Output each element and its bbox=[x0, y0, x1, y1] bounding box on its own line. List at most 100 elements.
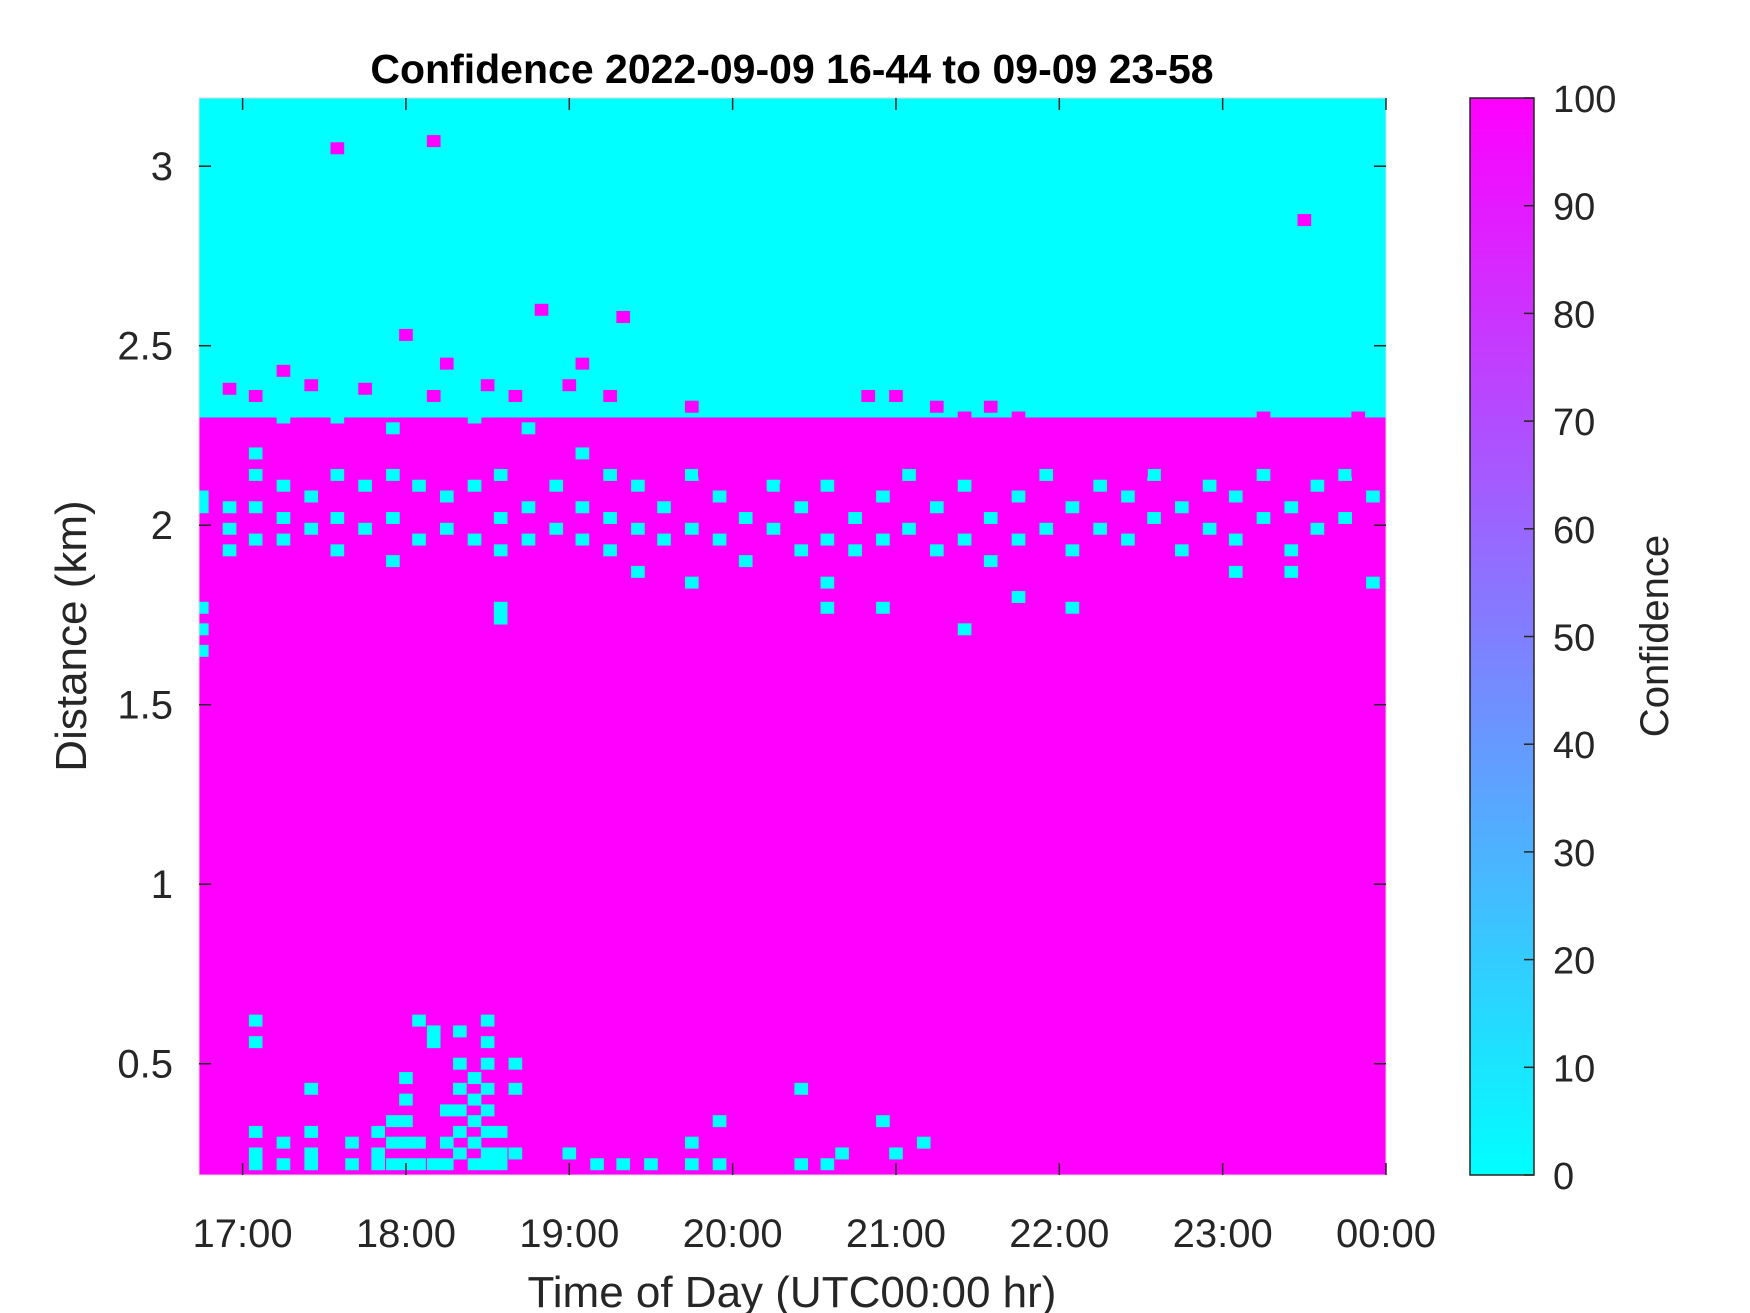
cell-low-confidence bbox=[480, 1158, 495, 1171]
x-tick-label: 17:00 bbox=[193, 1212, 293, 1256]
cell-low-confidence bbox=[304, 490, 319, 503]
cell-low-confidence bbox=[1366, 490, 1380, 503]
cell-low-confidence bbox=[835, 1147, 849, 1160]
cell-low-confidence bbox=[439, 1136, 454, 1149]
cell-low-confidence bbox=[1011, 591, 1026, 603]
cell-low-confidence bbox=[412, 379, 426, 392]
y-tick-label: 1 bbox=[151, 863, 173, 907]
cell-high-confidence bbox=[861, 389, 876, 402]
cell-low-confidence bbox=[386, 555, 400, 568]
cell-low-confidence bbox=[521, 533, 536, 546]
cell-high-confidence bbox=[304, 379, 319, 392]
cell-low-confidence bbox=[684, 1136, 699, 1149]
x-tick-label: 19:00 bbox=[519, 1212, 619, 1256]
cell-high-confidence bbox=[698, 465, 712, 478]
x-axis-label: Time of Day (UTC00:00 hr) bbox=[528, 1268, 1057, 1313]
cell-low-confidence bbox=[902, 468, 916, 481]
cell-low-confidence bbox=[1228, 490, 1243, 503]
cell-low-confidence bbox=[493, 512, 508, 525]
cell-low-confidence bbox=[631, 522, 645, 535]
cell-high-confidence bbox=[1161, 476, 1176, 489]
cell-low-confidence bbox=[1284, 501, 1299, 514]
y-axis: 0.5 1 1.5 2 2.5 3 bbox=[117, 145, 1386, 1087]
cell-low-confidence bbox=[631, 479, 645, 492]
cell-low-confidence bbox=[1175, 544, 1189, 557]
cell-high-confidence bbox=[779, 483, 794, 496]
cell-low-confidence bbox=[1147, 512, 1161, 525]
cell-low-confidence bbox=[248, 1158, 263, 1171]
y-tick-label: 3 bbox=[151, 145, 173, 189]
cell-low-confidence bbox=[794, 501, 809, 514]
cell-low-confidence bbox=[820, 576, 835, 589]
cell-high-confidence bbox=[1052, 454, 1067, 467]
cell-low-confidence bbox=[412, 1014, 426, 1027]
cell-low-confidence bbox=[820, 1158, 835, 1171]
cell-low-confidence bbox=[684, 468, 699, 481]
colorbar-tick-label: 40 bbox=[1553, 725, 1595, 767]
cell-low-confidence bbox=[330, 468, 345, 481]
cell-high-confidence bbox=[1351, 411, 1366, 424]
cell-low-confidence bbox=[386, 512, 400, 525]
cell-low-confidence bbox=[493, 1147, 508, 1160]
cell-low-confidence bbox=[276, 533, 291, 546]
cell-low-confidence bbox=[480, 1147, 495, 1160]
cell-low-confidence bbox=[848, 512, 862, 525]
cell-high-confidence bbox=[248, 389, 263, 402]
cell-high-confidence bbox=[1269, 454, 1284, 467]
cell-low-confidence bbox=[371, 1158, 386, 1171]
colorbar-tick-label: 20 bbox=[1553, 941, 1595, 983]
cell-low-confidence bbox=[426, 1036, 441, 1049]
cell-high-confidence bbox=[983, 400, 998, 413]
cell-high-confidence bbox=[1256, 411, 1271, 424]
cell-high-confidence bbox=[957, 411, 972, 424]
cell-low-confidence bbox=[480, 1014, 495, 1027]
cell-high-confidence bbox=[943, 454, 957, 467]
cell-low-confidence bbox=[304, 1158, 319, 1171]
colorbar-tick-label: 10 bbox=[1553, 1048, 1595, 1090]
cell-low-confidence bbox=[467, 479, 482, 492]
cell-low-confidence bbox=[199, 601, 209, 614]
cell-low-confidence bbox=[371, 1147, 386, 1160]
cell-low-confidence bbox=[358, 389, 372, 402]
cell-high-confidence bbox=[222, 382, 237, 395]
cell-low-confidence bbox=[1310, 479, 1325, 492]
x-tick-label: 21:00 bbox=[846, 1212, 946, 1256]
cell-low-confidence bbox=[712, 490, 727, 503]
cell-low-confidence bbox=[199, 644, 209, 657]
cell-low-confidence bbox=[222, 501, 237, 514]
cell-low-confidence bbox=[222, 389, 237, 402]
cell-low-confidence bbox=[508, 1082, 523, 1095]
cell-high-confidence bbox=[1325, 454, 1339, 467]
x-tick-label: 18:00 bbox=[356, 1212, 456, 1256]
cell-low-confidence bbox=[1065, 501, 1080, 514]
cell-low-confidence bbox=[1121, 490, 1135, 503]
cell-low-confidence bbox=[453, 1104, 467, 1117]
cell-high-confidence bbox=[439, 357, 454, 370]
cell-low-confidence bbox=[276, 512, 291, 525]
cell-low-confidence bbox=[493, 612, 508, 625]
cell-high-confidence bbox=[807, 422, 822, 435]
cell-low-confidence bbox=[480, 1057, 495, 1070]
cell-high-confidence bbox=[480, 379, 495, 392]
cell-low-confidence bbox=[1065, 601, 1080, 614]
low-confidence-region bbox=[199, 98, 1386, 418]
cell-low-confidence bbox=[1147, 468, 1161, 481]
cell-low-confidence bbox=[644, 1158, 658, 1171]
cell-low-confidence bbox=[957, 623, 972, 636]
cell-low-confidence bbox=[657, 533, 671, 546]
cell-low-confidence bbox=[575, 533, 590, 546]
cell-low-confidence bbox=[712, 1115, 727, 1128]
cell-low-confidence bbox=[358, 479, 372, 492]
cell-low-confidence bbox=[684, 1158, 699, 1171]
cell-low-confidence bbox=[467, 533, 482, 546]
cell-high-confidence bbox=[671, 483, 686, 496]
cell-low-confidence bbox=[248, 501, 263, 514]
cell-low-confidence bbox=[549, 479, 564, 492]
cell-low-confidence bbox=[521, 501, 536, 514]
cell-low-confidence bbox=[439, 522, 454, 535]
cell-high-confidence bbox=[508, 389, 523, 402]
cell-low-confidence bbox=[508, 1057, 523, 1070]
cell-low-confidence bbox=[493, 468, 508, 481]
cell-high-confidence bbox=[1310, 422, 1325, 435]
